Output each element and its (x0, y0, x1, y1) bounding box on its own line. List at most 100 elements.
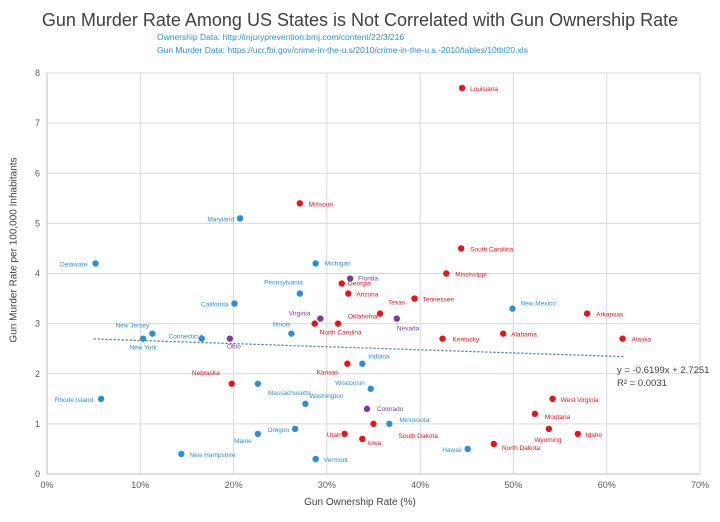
data-point (178, 450, 185, 458)
data-label: Massachusetts (268, 390, 312, 397)
data-label: New York (129, 345, 157, 352)
data-point (92, 260, 99, 267)
ownership-data-source: Ownership Data: http://injuryprevention.… (157, 32, 405, 42)
trendline (93, 338, 626, 358)
x-axis-label: Gun Ownership Rate (%) (304, 497, 416, 508)
data-label: Texas (388, 300, 406, 307)
data-label: North Carolina (320, 330, 362, 337)
x-tick-label: 40% (411, 480, 429, 490)
data-point (363, 405, 371, 413)
data-label: Florida (358, 276, 378, 283)
chart-title: Gun Murder Rate Among US States is Not C… (41, 10, 679, 30)
data-point (499, 330, 507, 337)
data-label: New Hampshire (189, 452, 236, 459)
data-point (346, 275, 354, 282)
data-point (97, 395, 105, 403)
x-tick-label: 70% (691, 480, 709, 490)
data-label: Kansas (317, 370, 339, 377)
data-label: Maine (234, 438, 252, 445)
data-point (231, 300, 238, 307)
data-label: South Carolina (470, 246, 513, 253)
data-label: Iowa (367, 440, 381, 447)
data-point (367, 385, 374, 392)
murder-data-source: Gun Murder Data: https://ucr.fbi.gov/cri… (157, 45, 528, 55)
data-point (296, 290, 304, 297)
y-tick-label: 6 (35, 168, 40, 178)
data-point (312, 260, 319, 267)
data-label: Vermont (324, 457, 348, 464)
data-point (344, 360, 351, 367)
data-point (341, 430, 348, 438)
data-label: Ohio (227, 344, 241, 351)
data-point (254, 380, 262, 387)
data-point (198, 335, 206, 342)
y-tick-label: 1 (35, 419, 40, 429)
data-point (531, 410, 539, 418)
data-point (583, 310, 591, 317)
data-label: Utah (327, 432, 341, 439)
data-label: Louisiana (470, 86, 498, 93)
data-label: Arizona (356, 292, 378, 299)
y-tick-label: 4 (35, 269, 40, 279)
data-point (312, 455, 319, 463)
data-label: Oklahoma (348, 314, 378, 321)
data-label: Tennessee (423, 297, 455, 304)
x-tick-label: 30% (318, 480, 336, 490)
data-point (254, 430, 262, 438)
data-label: Minnesota (399, 417, 429, 424)
data-label: Montana (545, 414, 571, 421)
data-label: Illinois (272, 322, 291, 329)
trendline-r-squared: R² = 0.0031 (617, 378, 667, 389)
data-point (619, 335, 626, 342)
data-point (464, 445, 471, 453)
data-point (302, 400, 309, 408)
data-label: Michigan (325, 260, 351, 267)
data-label: Delaware (60, 261, 88, 268)
y-tick-label: 7 (35, 118, 40, 128)
data-point (393, 315, 401, 322)
data-point (386, 420, 393, 428)
data-point (296, 200, 304, 207)
data-label: Georgia (348, 281, 372, 288)
data-label: Colorado (377, 406, 404, 413)
y-tick-label: 2 (35, 369, 40, 379)
data-label: Missouri (309, 201, 333, 208)
data-label: Idaho (586, 432, 603, 439)
data-point (457, 245, 465, 252)
data-label: Wisconsin (335, 380, 365, 387)
data-point (226, 335, 234, 342)
x-tick-label: 50% (504, 480, 522, 490)
data-point (359, 360, 366, 367)
data-label: Alabama (511, 332, 537, 339)
data-label: Oregon (267, 427, 289, 434)
data-point (291, 425, 299, 433)
y-tick-label: 3 (35, 319, 40, 329)
data-point (545, 425, 553, 433)
data-label: Mississippi (455, 272, 486, 279)
data-label: Alaska (632, 337, 652, 344)
data-label: Arkansas (596, 312, 624, 319)
data-label: Maryland (207, 216, 234, 223)
data-point (549, 395, 556, 403)
data-point (288, 330, 295, 337)
data-label: Nebraska (192, 370, 220, 377)
data-point (376, 310, 384, 317)
x-tick-label: 0% (40, 480, 53, 490)
data-label: New Jersey (115, 323, 150, 330)
data-point (334, 320, 342, 327)
data-label: Indiana (368, 354, 390, 361)
data-label: Pennsylvania (264, 280, 303, 287)
data-label: California (201, 302, 229, 309)
data-label: Nevada (397, 326, 420, 333)
data-label: Connecticut (169, 334, 204, 341)
x-tick-label: 20% (225, 480, 243, 490)
data-point (345, 290, 352, 297)
data-label: Kentucky (453, 337, 480, 344)
data-point (228, 380, 235, 387)
data-point (439, 335, 446, 342)
data-point (490, 440, 498, 448)
data-label: Rhode Island (55, 397, 94, 404)
x-tick-label: 60% (598, 480, 616, 490)
